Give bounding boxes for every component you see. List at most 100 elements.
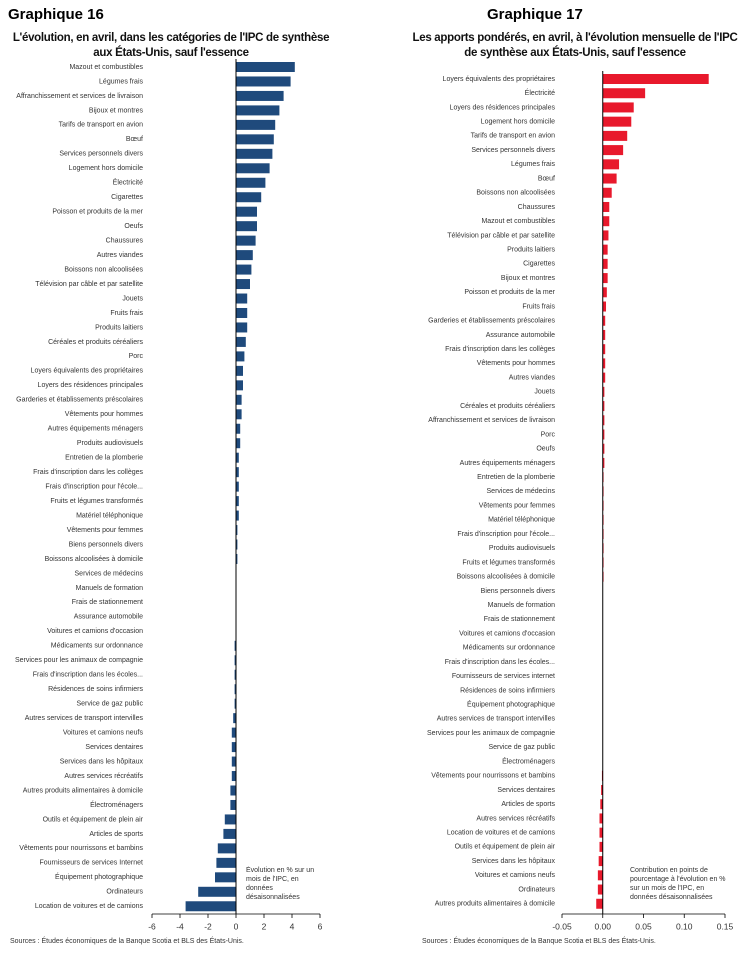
category-label: Autres viandes xyxy=(97,252,144,259)
category-label: Équipement photographique xyxy=(55,872,143,881)
annotation: Contribution en points de pourcentage à … xyxy=(630,867,726,901)
bar xyxy=(602,287,607,298)
category-label: Articles de sports xyxy=(89,831,143,838)
bar xyxy=(236,510,239,521)
bar xyxy=(217,843,236,854)
bar xyxy=(236,336,246,347)
category-label: Produits audiovisuels xyxy=(489,545,556,552)
bar xyxy=(236,177,266,188)
bar xyxy=(236,235,256,246)
bar xyxy=(236,119,276,130)
bar xyxy=(602,145,624,156)
category-label: Outils et équipement de plein air xyxy=(43,816,144,823)
bar xyxy=(602,116,632,127)
bar xyxy=(236,496,239,507)
category-label: Services personnels divers xyxy=(471,147,555,154)
category-label: Résidences de soins infirmiers xyxy=(48,686,143,693)
x-tick-label: -2 xyxy=(204,921,212,931)
category-label: Fruits frais xyxy=(110,310,143,317)
category-label: Vêtements pour nourrissons et bambins xyxy=(431,773,555,780)
bar xyxy=(231,771,236,782)
bar xyxy=(236,438,241,449)
category-label: Porc xyxy=(129,353,144,360)
category-label: Produits laitiers xyxy=(507,246,555,253)
bar xyxy=(236,264,252,275)
category-label: Frais d'inscription pour l'école... xyxy=(457,531,555,538)
bar xyxy=(602,258,608,269)
category-label: Fruits et légumes transformés xyxy=(50,498,143,505)
category-label: Jouets xyxy=(122,295,143,302)
category-label: Location de voitures et de camions xyxy=(447,830,556,837)
category-label: Services de médecins xyxy=(487,488,556,495)
category-label: Biens personnels divers xyxy=(481,588,556,595)
x-tick-label: 0.10 xyxy=(676,921,693,931)
category-label: Boissons alcoolisées à domicile xyxy=(45,556,144,563)
bar xyxy=(602,386,605,397)
category-label: Autres viandes xyxy=(509,374,556,381)
x-tick-label: -4 xyxy=(176,921,184,931)
category-label: Médicaments sur ordonnance xyxy=(463,645,555,652)
category-label: Autres équipements ménagers xyxy=(48,426,144,433)
category-label: Résidences de soins infirmiers xyxy=(460,687,555,694)
category-label: Autres services de transport intervilles xyxy=(25,715,144,722)
category-label: Voitures et camions neufs xyxy=(63,729,144,736)
bar xyxy=(236,481,239,492)
category-label: Produits audiovisuels xyxy=(77,440,144,447)
category-label: Vêtements pour femmes xyxy=(479,502,556,509)
bar xyxy=(236,394,242,405)
category-label: Logement hors domicile xyxy=(69,165,143,172)
chart-title: Graphique 16 xyxy=(8,6,104,23)
x-tick-label: 0.15 xyxy=(717,921,734,931)
bar xyxy=(224,814,236,825)
category-label: Services de médecins xyxy=(75,570,144,577)
bar xyxy=(234,669,236,680)
category-label: Autres équipements ménagers xyxy=(460,460,556,467)
category-label: Service de gaz public xyxy=(76,701,143,708)
bar xyxy=(601,785,603,795)
x-tick-label: -0.05 xyxy=(552,921,572,931)
bar xyxy=(602,102,634,113)
category-label: Bœuf xyxy=(538,175,555,182)
bar xyxy=(602,230,609,241)
category-label: Autres services récréatifs xyxy=(476,815,555,822)
bar xyxy=(233,713,236,724)
bar xyxy=(236,380,243,391)
category-label: Céréales et produits céréaliers xyxy=(48,339,143,346)
bar xyxy=(602,401,605,412)
category-label: Frais d'inscription dans les collèges xyxy=(33,469,143,476)
category-label: Manuels de formation xyxy=(488,602,555,609)
category-label: Fournisseurs de services internet xyxy=(452,673,555,680)
category-label: Services pour les animaux de compagnie xyxy=(427,730,555,737)
category-label: Entretien de la plomberie xyxy=(65,455,143,462)
category-label: Loyers des résidences principales xyxy=(450,104,556,111)
category-label: Médicaments sur ordonnance xyxy=(51,643,143,650)
category-label: Loyers équivalents des propriétaires xyxy=(31,368,144,375)
category-label: Entretien de la plomberie xyxy=(477,474,555,481)
source: Sources : Études économiques de la Banqu… xyxy=(10,936,244,945)
bar xyxy=(599,813,603,824)
bar xyxy=(234,640,236,651)
bar xyxy=(236,105,280,116)
x-tick-label: -6 xyxy=(148,921,156,931)
bar xyxy=(236,525,238,536)
bar xyxy=(236,452,239,463)
category-label: Boissons non alcoolisées xyxy=(64,266,143,273)
bar xyxy=(234,698,236,709)
category-label: Frais d'inscription dans les écoles... xyxy=(445,659,555,666)
category-label: Voitures et camions neufs xyxy=(475,872,556,879)
bar xyxy=(231,756,236,767)
category-label: Oeufs xyxy=(124,223,143,230)
category-label: Porc xyxy=(541,431,556,438)
category-label: Électricité xyxy=(113,178,143,187)
category-label: Loyers des résidences principales xyxy=(38,382,144,389)
category-label: Bijoux et montres xyxy=(89,107,144,114)
category-label: Ordinateurs xyxy=(106,889,143,896)
bar xyxy=(602,201,610,212)
bar xyxy=(236,467,239,478)
category-label: Outils et équipement de plein air xyxy=(455,844,556,851)
x-tick-label: 0 xyxy=(234,921,239,931)
bar xyxy=(236,221,257,232)
category-label: Bijoux et montres xyxy=(501,275,556,282)
category-label: Vêtements pour femmes xyxy=(67,527,144,534)
bar xyxy=(599,827,603,838)
